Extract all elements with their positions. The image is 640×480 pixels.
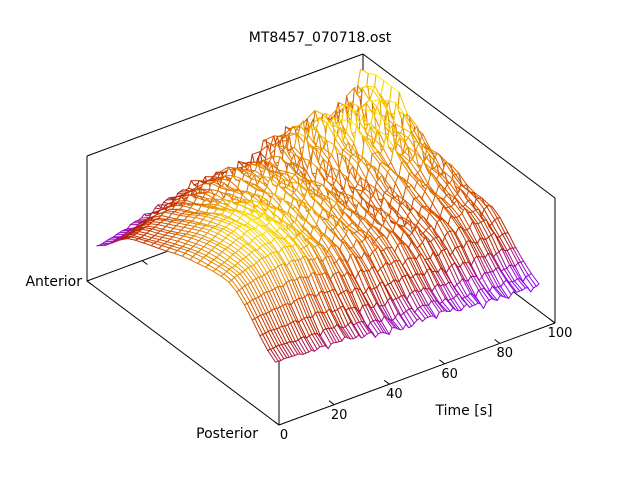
plot-title: MT8457_070718.ost [248,30,392,46]
x-tick-label: 40 [386,387,403,403]
x-tick-label: 80 [496,346,514,362]
x-tick-label: 20 [330,407,348,423]
y-axis-back-label: Anterior [25,274,82,290]
x-tick-label: 100 [547,326,573,341]
x-tick-label: 0 [279,428,289,443]
x-tick-label: 60 [441,366,458,382]
y-axis-front-label: Posterior [196,426,258,442]
x-axis-label: Time [s] [435,403,493,419]
